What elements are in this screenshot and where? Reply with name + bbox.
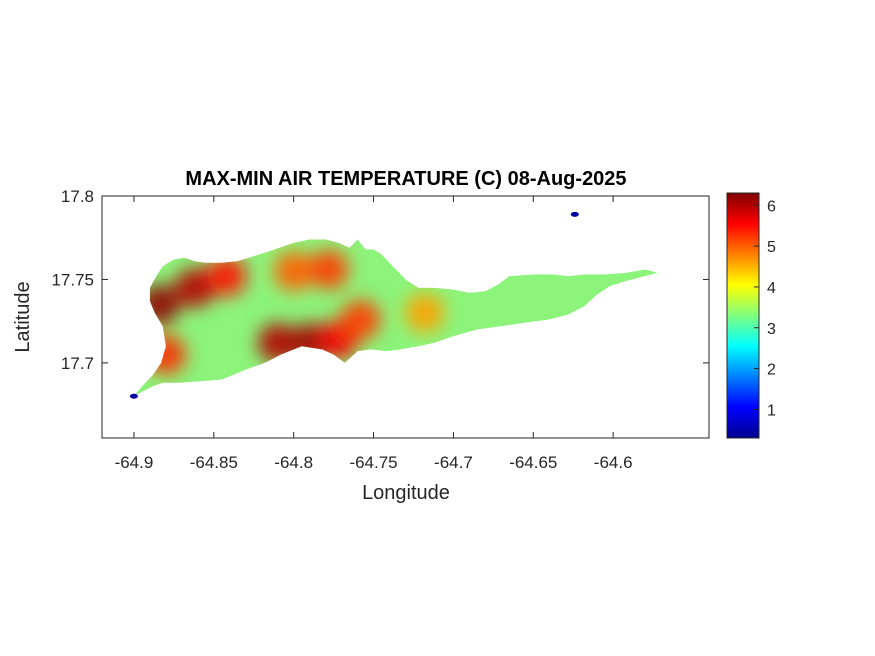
plot-area: -64.9 -64.85 -64.8 -64.75 -64.7 -64.65 -64.6 1… (51, 187, 710, 472)
islet-marks (129, 211, 579, 399)
colorbar-ticks: 1 2 3 4 5 6 (754, 198, 776, 419)
heat-spot (174, 267, 215, 308)
colorbar-tick-label: 1 (767, 402, 776, 419)
y-tick-label: 17.75 (51, 270, 94, 289)
islet-mark (570, 211, 579, 217)
x-axis-ticks: -64.9 -64.85 -64.8 -64.75 -64.7 -64.65 -64.6 (115, 196, 633, 472)
x-axis-label: Longitude (362, 482, 450, 504)
colorbar-tick-label: 4 (767, 280, 776, 297)
colorbar-tick-label: 3 (767, 321, 776, 338)
chart-title: MAX-MIN AIR TEMPERATURE (C) 08-Aug-2025 (185, 168, 626, 190)
colorbar: 1 2 3 4 5 6 (726, 192, 776, 439)
plot-frame (101, 195, 710, 439)
colorbar-tick-label: 6 (767, 198, 776, 215)
heat-spot (273, 251, 314, 292)
x-tick-label: -64.8 (274, 453, 313, 472)
heat-spot (206, 256, 247, 297)
x-tick-label: -64.65 (509, 453, 557, 472)
colorbar-tick-label: 2 (767, 362, 776, 379)
heat-spot (340, 299, 381, 340)
x-tick-label: -64.9 (115, 453, 154, 472)
y-tick-label: 17.7 (61, 354, 94, 373)
y-tick-label: 17.8 (61, 187, 94, 206)
x-tick-label: -64.85 (190, 453, 238, 472)
x-tick-label: -64.7 (434, 453, 473, 472)
islet-mark (129, 393, 138, 399)
x-tick-label: -64.6 (594, 453, 633, 472)
y-axis-label: Latitude (12, 281, 34, 352)
heat-spot (308, 249, 349, 290)
y-axis-ticks: 17.7 17.75 17.8 (51, 187, 709, 373)
colorbar-tick-label: 5 (767, 239, 776, 256)
colorbar-gradient (726, 192, 760, 439)
x-tick-label: -64.75 (349, 453, 397, 472)
heat-spot (404, 292, 445, 333)
